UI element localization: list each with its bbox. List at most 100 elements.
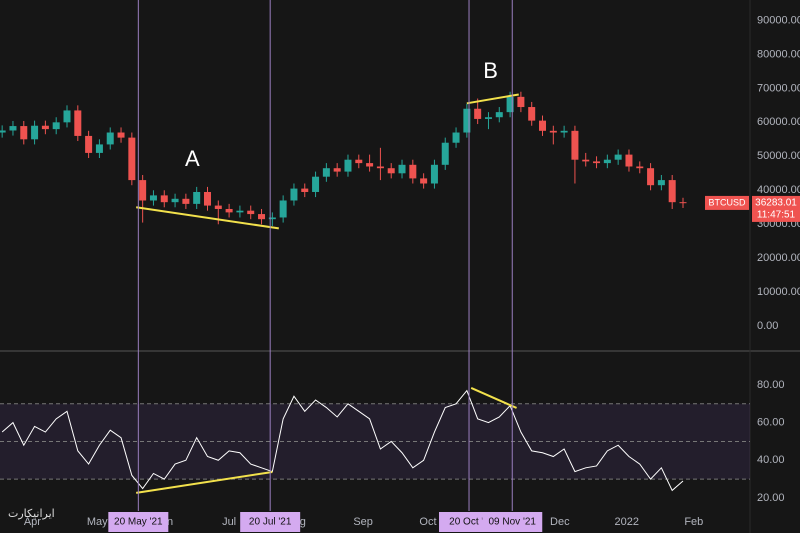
candle-body <box>117 132 125 138</box>
x-tick-label: Feb <box>684 516 703 528</box>
marker-label: 20 May '21 <box>114 517 163 528</box>
candle-body <box>63 110 71 123</box>
candle-body <box>149 195 157 201</box>
candle-body <box>301 188 309 192</box>
x-tick-label: Oct <box>419 516 436 528</box>
candle-body <box>409 164 417 179</box>
y-tick-label: 50000.00 <box>757 150 800 162</box>
candle-body <box>593 161 601 164</box>
x-tick-label: Apr <box>24 516 41 528</box>
x-tick-label: Jul <box>222 516 236 528</box>
candle-body <box>355 159 363 164</box>
trend-line <box>136 206 279 230</box>
candle-body <box>344 159 352 172</box>
y-tick-label: 80.00 <box>757 379 785 391</box>
marker-label: 20 Oct '2 <box>449 517 489 528</box>
candle-body <box>95 144 103 153</box>
candle-body <box>571 130 579 160</box>
price-tag <box>705 195 749 210</box>
candle-body <box>312 176 320 192</box>
candle-body <box>636 166 644 169</box>
x-tick-label: Dec <box>550 516 570 528</box>
candle-body <box>517 96 525 108</box>
candle-body <box>582 159 590 162</box>
y-tick-label: 10000.00 <box>757 286 800 298</box>
candle-body <box>484 117 492 119</box>
candle-body <box>203 191 211 206</box>
candle-body <box>398 164 406 174</box>
candle-body <box>9 126 17 131</box>
trend-line <box>136 470 273 494</box>
candle-body <box>31 125 39 140</box>
candle-body <box>668 180 676 203</box>
y-tick-label: 40.00 <box>757 454 785 466</box>
candle-body <box>258 214 266 220</box>
candle-body <box>474 108 482 119</box>
price-box <box>752 195 800 222</box>
candle-body <box>452 132 460 143</box>
marker-label-bg <box>240 512 301 532</box>
candle-body <box>679 202 687 204</box>
candle-body <box>139 180 147 201</box>
candle-body <box>539 120 547 131</box>
marker-label: 09 Nov '21 <box>488 517 536 528</box>
candle-body <box>247 210 255 215</box>
candle-body <box>279 200 287 218</box>
y-tick-label: 40000.00 <box>757 184 800 196</box>
candle-body <box>268 217 276 220</box>
rsi-line <box>1 389 684 492</box>
candle-body <box>528 107 536 121</box>
price-tag-symbol: BTCUSD <box>708 197 746 207</box>
candle-body <box>214 205 222 209</box>
candle-body <box>376 166 384 169</box>
candle-body <box>0 130 6 133</box>
candle-body <box>366 163 374 167</box>
candle-body <box>171 198 179 203</box>
candle-body <box>85 135 93 153</box>
annotation: A <box>185 146 200 171</box>
annotation: B <box>483 58 498 83</box>
candle-body <box>657 180 665 186</box>
candle-body <box>387 168 395 174</box>
candle-body <box>236 210 244 213</box>
marker-label-bg <box>482 512 543 532</box>
trend-line <box>466 93 519 105</box>
y-tick-label: 70000.00 <box>757 82 800 94</box>
candle-body <box>322 168 330 177</box>
candle-body <box>290 188 298 201</box>
y-tick-label: 60000.00 <box>757 116 800 128</box>
candle-body <box>225 208 233 213</box>
candle-body <box>430 164 438 184</box>
price-value: 36283.01 <box>755 198 797 209</box>
candle-body <box>463 108 471 133</box>
price-time: 11:47:51 <box>757 210 796 221</box>
candle-body <box>603 159 611 164</box>
candle-body <box>549 130 557 133</box>
candle-body <box>506 96 514 113</box>
x-tick-label: May <box>87 516 108 528</box>
candle-body <box>495 112 503 118</box>
y-tick-label: 80000.00 <box>757 48 800 60</box>
candle-body <box>193 191 201 204</box>
candle-body <box>182 198 190 204</box>
trend-line <box>470 387 517 409</box>
candle-body <box>74 110 82 136</box>
candle-body <box>128 137 136 181</box>
y-tick-label: 90000.00 <box>757 14 800 26</box>
candle-body <box>441 142 449 165</box>
candle-body <box>20 126 28 140</box>
x-tick-label: 2022 <box>615 516 639 528</box>
marker-label-bg <box>108 512 169 532</box>
candle-body <box>160 195 168 203</box>
candle-body <box>614 154 622 160</box>
x-tick-label: Sep <box>353 516 373 528</box>
candle-body <box>420 178 428 184</box>
candle-body <box>52 122 60 130</box>
y-tick-label: 20000.00 <box>757 252 800 264</box>
candle-body <box>41 125 49 130</box>
candle-body <box>560 130 568 133</box>
candle-body <box>625 154 633 167</box>
watermark: ایرانیکارت <box>8 508 55 520</box>
y-tick-label: 60.00 <box>757 417 785 429</box>
